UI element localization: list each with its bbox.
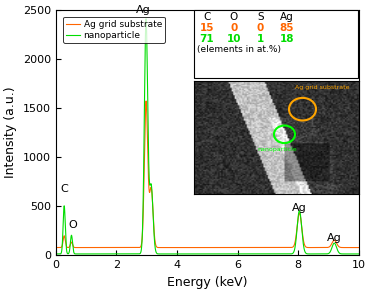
Ag grid substrate [351,246,355,249]
Text: Ag: Ag [280,12,293,22]
Line: Ag grid substrate: Ag grid substrate [56,101,359,248]
nanoparticle [183,252,188,256]
Text: 10: 10 [227,34,241,44]
Text: Ag: Ag [327,233,342,243]
nanoparticle [144,17,148,21]
Text: 15: 15 [199,23,214,33]
Legend: Ag grid substrate, nanoparticle: Ag grid substrate, nanoparticle [63,17,165,43]
nanoparticle [88,252,92,256]
Ag grid substrate [54,246,58,249]
Ag grid substrate [170,246,174,249]
Y-axis label: Intensity (a.u.): Intensity (a.u.) [4,87,17,178]
Ag grid substrate [106,246,111,249]
Ag grid substrate [144,99,148,103]
Ag grid substrate [357,246,361,249]
Text: S: S [257,12,264,22]
Text: C: C [60,185,68,195]
Ag grid substrate [78,246,83,249]
nanoparticle [318,252,323,256]
nanoparticle [106,252,111,256]
nanoparticle [351,252,355,256]
Text: O: O [230,12,238,22]
nanoparticle [54,252,58,256]
nanoparticle [79,252,83,256]
nanoparticle [357,252,361,256]
Text: 1: 1 [257,34,264,44]
nanoparticle [170,252,174,256]
Text: C: C [203,12,211,22]
Text: Ag: Ag [292,203,307,213]
Ag grid substrate [88,246,92,249]
Text: 71: 71 [199,34,214,44]
Text: 85: 85 [279,23,294,33]
FancyBboxPatch shape [194,10,358,79]
Line: nanoparticle: nanoparticle [56,19,359,254]
Ag grid substrate [183,246,188,249]
Text: Ag: Ag [136,5,150,15]
X-axis label: Energy (keV): Energy (keV) [167,276,248,289]
Text: 0: 0 [230,23,238,33]
Text: O: O [68,220,77,230]
Text: 18: 18 [279,34,294,44]
Ag grid substrate [318,246,323,249]
Text: 0: 0 [257,23,264,33]
Text: (elements in at.%): (elements in at.%) [197,45,281,54]
